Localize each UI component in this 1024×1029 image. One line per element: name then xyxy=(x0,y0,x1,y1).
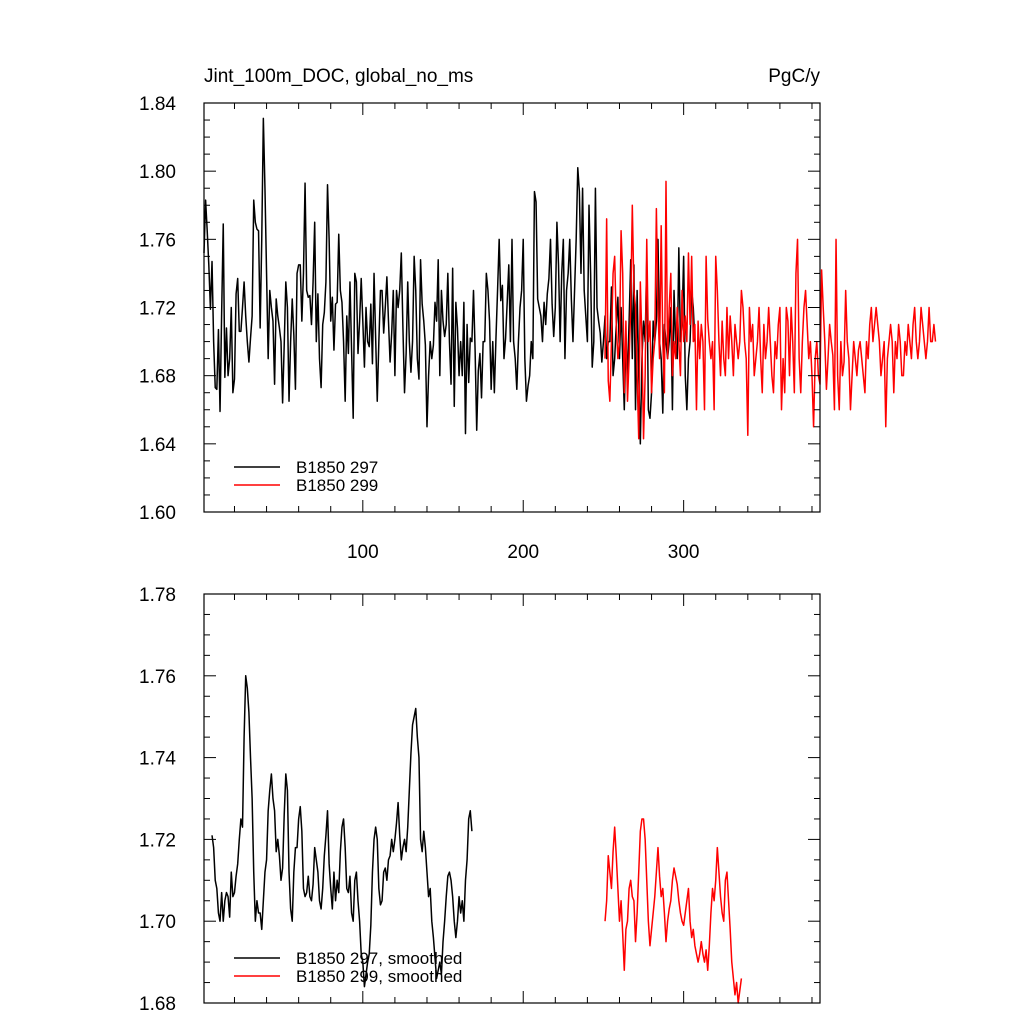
series-line-b1850-297 xyxy=(211,675,473,988)
y-tick-label: 1.68 xyxy=(139,994,176,1015)
legend-label: B1850 297 xyxy=(296,458,378,477)
y-tick-label: 1.70 xyxy=(139,912,176,933)
series-line-b1850-299 xyxy=(604,818,743,1004)
series-line-b1850-297 xyxy=(203,117,696,445)
legend-label: B1850 297, smoothed xyxy=(296,949,462,968)
y-tick-label: 1.72 xyxy=(139,830,176,851)
y-tick-label: 1.78 xyxy=(139,585,176,606)
y-tick-label: 1.80 xyxy=(139,162,176,183)
top-panel: 1.60 1.64 1.68 1.72 1.76 1.80 1.84 100 200 300 B18… xyxy=(139,94,937,563)
y-tick-label: 1.64 xyxy=(139,435,176,456)
x-tick-label: 200 xyxy=(507,542,539,563)
legend-label: B1850 299 xyxy=(296,476,378,495)
y-tick-label: 1.72 xyxy=(139,299,176,320)
legend-label: B1850 299, smoothed xyxy=(296,967,462,986)
chart-units: PgC/y xyxy=(768,66,820,87)
chart-title: Jint_100m_DOC, global_no_ms xyxy=(204,66,473,87)
y-tick-label: 1.84 xyxy=(139,94,176,115)
series-line-b1850-299 xyxy=(604,180,937,440)
y-tick-label: 1.76 xyxy=(139,667,176,688)
x-tick-label: 100 xyxy=(347,542,379,563)
y-tick-label: 1.74 xyxy=(139,749,176,770)
y-tick-label: 1.68 xyxy=(139,367,176,388)
bottom-panel: 1.68 1.70 1.72 1.74 1.76 1.78 B1850 297, smoot… xyxy=(139,585,821,1015)
x-tick-label: 300 xyxy=(668,542,700,563)
y-tick-label: 1.76 xyxy=(139,230,176,251)
y-tick-label: 1.60 xyxy=(139,503,176,524)
